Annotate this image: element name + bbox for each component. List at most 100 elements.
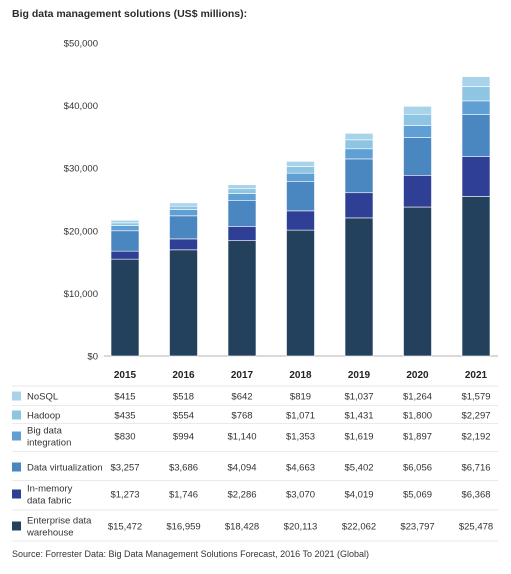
- bar-segment: [286, 181, 315, 212]
- bar-segment: [286, 210, 315, 231]
- table-cell-value: $642: [231, 392, 252, 403]
- legend-label: Big data: [27, 426, 63, 437]
- year-label: 2021: [465, 370, 488, 381]
- year-label: 2016: [172, 370, 195, 381]
- table-cell-value: $768: [231, 411, 252, 422]
- legend-label: Hadoop: [27, 411, 60, 422]
- bar-segment: [286, 161, 315, 167]
- bar-segment: [461, 100, 491, 115]
- table-cell-value: $994: [173, 432, 194, 443]
- y-tick-label: $20,000: [64, 226, 98, 237]
- legend-swatch: [12, 462, 21, 472]
- bar-segment: [227, 188, 257, 194]
- table-cell-value: $1,579: [461, 392, 490, 403]
- bar-segment: [227, 184, 257, 190]
- legend-label: warehouse: [26, 528, 73, 539]
- bar-segment: [227, 193, 257, 202]
- source-note: Source: Forrester Data: Big Data Managem…: [12, 549, 370, 559]
- table-cell-value: $1,746: [169, 490, 198, 501]
- year-label: 2019: [348, 370, 371, 381]
- bar-segment: [169, 202, 198, 207]
- bar-segment: [169, 238, 198, 251]
- table-cell-value: $830: [114, 432, 135, 443]
- table-cell-value: $25,478: [459, 522, 493, 533]
- legend-label: Enterprise data: [27, 516, 92, 527]
- year-label: 2018: [289, 370, 312, 381]
- table-cell-value: $3,686: [169, 463, 198, 474]
- table-cell-value: $1,353: [286, 432, 315, 443]
- bar-segment: [110, 250, 140, 260]
- y-tick-label: $40,000: [64, 101, 98, 112]
- bar-segment: [344, 217, 374, 357]
- bar-segment: [344, 139, 374, 150]
- bar-segment: [227, 240, 257, 357]
- bar-segment: [286, 166, 315, 174]
- table-cell-value: $1,037: [344, 392, 373, 403]
- bar-segment: [227, 226, 257, 241]
- table-cell-value: $20,113: [284, 522, 318, 533]
- table-cell-value: $2,286: [227, 490, 256, 501]
- bar-segment: [110, 225, 140, 232]
- table-cell-value: $4,663: [286, 463, 315, 474]
- table-cell-value: $18,428: [225, 522, 259, 533]
- bar-segment: [169, 205, 198, 210]
- legend-swatch: [12, 410, 21, 420]
- bar-segment: [110, 219, 140, 224]
- bar-segment: [286, 172, 315, 182]
- bar-segment: [461, 86, 491, 102]
- table-cell-value: $435: [114, 411, 135, 422]
- bar-segment: [461, 196, 491, 357]
- year-label: 2015: [114, 370, 137, 381]
- legend-swatch: [12, 489, 21, 499]
- bar-segment: [344, 133, 374, 141]
- table-cell-value: $1,140: [227, 432, 256, 443]
- bar-segment: [344, 158, 374, 194]
- bar-segment: [403, 125, 432, 138]
- table-cell-value: $5,402: [344, 463, 373, 474]
- bar-segment: [344, 148, 374, 160]
- table-cell-value: $1,431: [344, 411, 373, 422]
- table-cell-value: $3,257: [110, 463, 139, 474]
- bar-segment: [403, 206, 432, 357]
- table-cell-value: $415: [114, 392, 135, 403]
- bar-segment: [403, 106, 432, 115]
- bar-segment: [403, 113, 432, 126]
- table-cell-value: $554: [173, 411, 194, 422]
- table-cell-value: $23,797: [400, 522, 434, 533]
- bar-segment: [169, 215, 198, 240]
- legend-swatch: [12, 431, 21, 441]
- bar-segment: [110, 230, 140, 252]
- y-tick-label: $10,000: [64, 289, 98, 300]
- table-cell-value: $2,192: [461, 432, 490, 443]
- table-cell-value: $15,472: [108, 522, 142, 533]
- table-cell-value: $1,273: [110, 490, 139, 501]
- legend-swatch: [12, 391, 21, 401]
- year-label: 2017: [231, 370, 254, 381]
- table-cell-value: $3,070: [286, 490, 315, 501]
- bar-segment: [461, 76, 491, 87]
- table-cell-value: $1,897: [403, 432, 432, 443]
- table-cell-value: $4,019: [344, 490, 373, 501]
- legend-label: Data virtualization: [27, 463, 103, 474]
- bar-segment: [403, 137, 432, 176]
- table-cell-value: $22,062: [342, 522, 376, 533]
- y-axis: $0 $10,000 $20,000 $30,000 $40,000 $50,000: [64, 39, 98, 363]
- y-tick-label: $50,000: [64, 39, 98, 50]
- table-cell-value: $4,094: [227, 463, 256, 474]
- data-table: 2015 2016 2017 2018 2019 2020 2021 NoSQL $415 $51…: [12, 370, 498, 542]
- bar-segment: [286, 229, 315, 357]
- table-cell-value: $819: [290, 392, 311, 403]
- y-tick-label: $0: [87, 352, 98, 363]
- table-cell-value: $6,368: [461, 490, 490, 501]
- y-tick-label: $30,000: [64, 164, 98, 175]
- bars: [110, 76, 491, 357]
- table-cell-value: $1,071: [286, 411, 315, 422]
- bar-segment: [169, 249, 198, 357]
- table-cell-value: $1,619: [344, 432, 373, 443]
- table-cell-value: $5,069: [403, 490, 432, 501]
- chart-title: Big data management solutions (US$ milli…: [12, 8, 248, 20]
- table-cell-value: $16,959: [166, 522, 200, 533]
- table-cell-value: $6,056: [403, 463, 432, 474]
- legend-label: In-memory: [27, 484, 73, 495]
